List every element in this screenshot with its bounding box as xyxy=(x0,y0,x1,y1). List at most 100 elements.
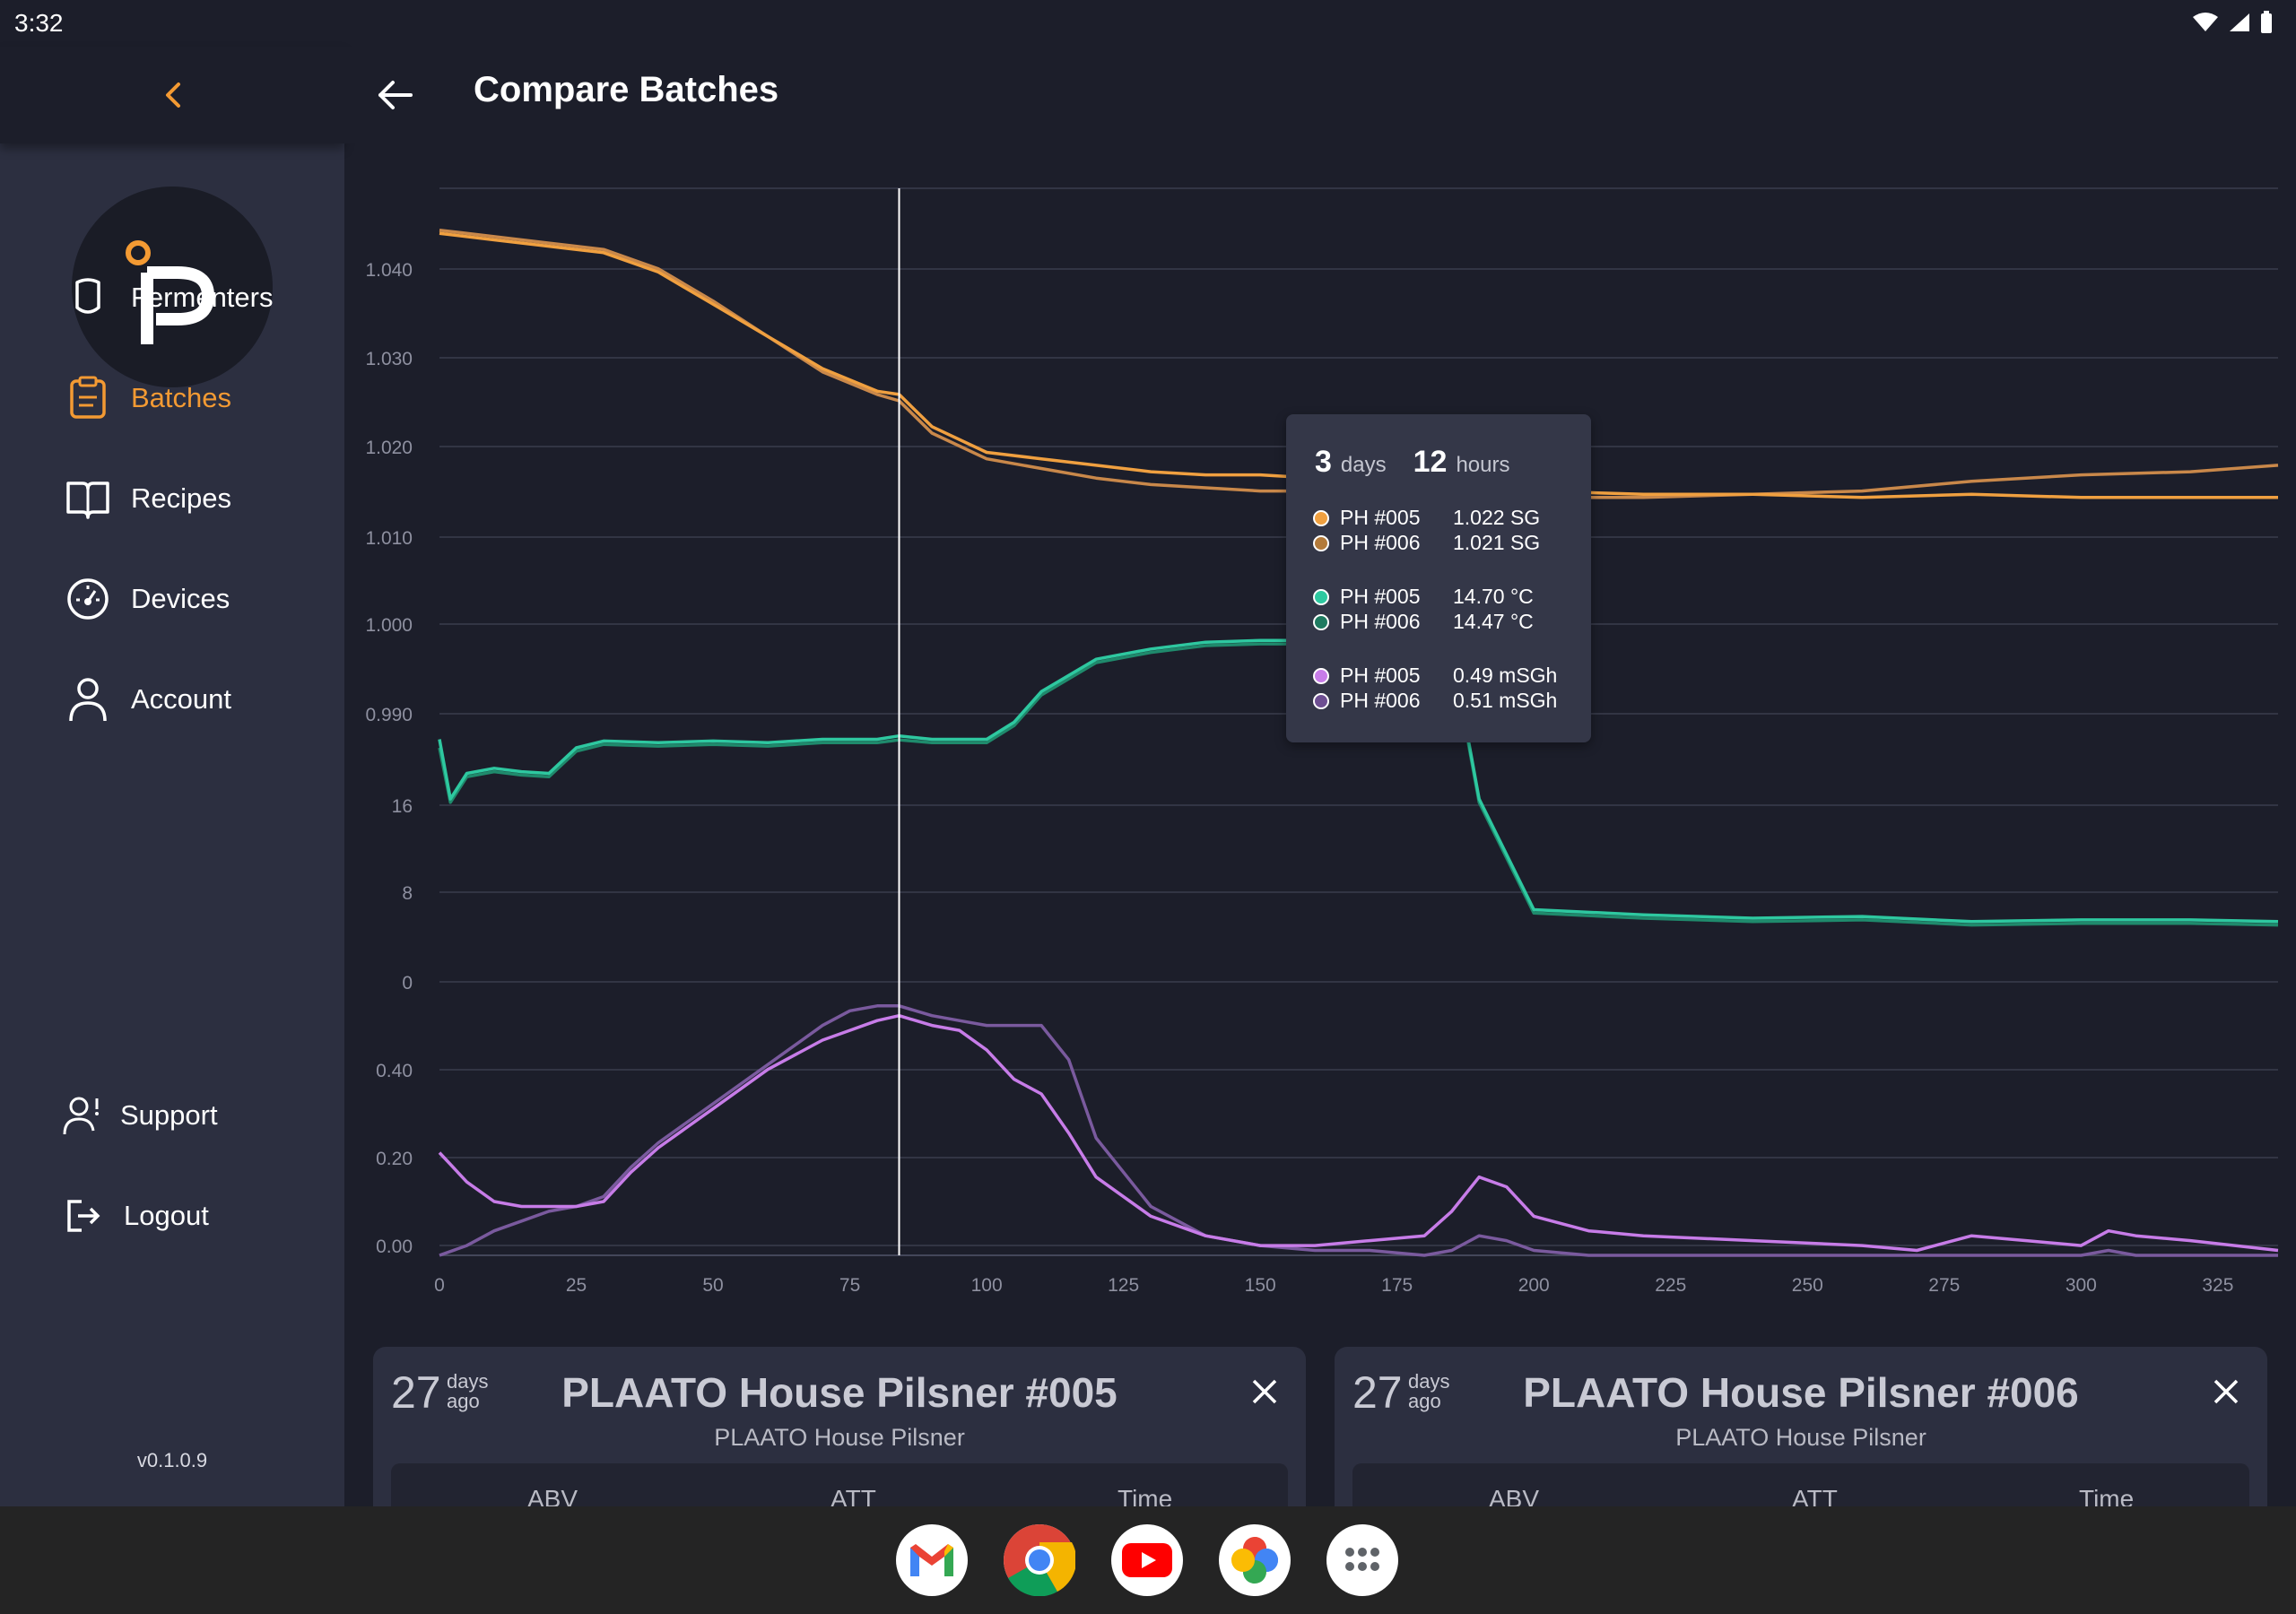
tooltip-series-name: PH #005 xyxy=(1340,506,1421,529)
collapse-sidebar-icon[interactable] xyxy=(154,74,192,117)
page-title: Compare Batches xyxy=(474,70,779,109)
gmail-icon[interactable] xyxy=(896,1524,968,1596)
x-tick-label: 0 xyxy=(434,1275,445,1296)
batch-card[interactable]: 27 days ago PLAATO House Pilsner #006 PLA… xyxy=(1335,1347,2267,1526)
clipboard-icon xyxy=(63,373,113,423)
plaato-logo-icon xyxy=(126,240,215,344)
x-tick-label: 125 xyxy=(1108,1275,1139,1296)
y-tick-label: 0.20 xyxy=(376,1149,413,1169)
legend-dot-icon xyxy=(1313,509,1329,526)
tooltip-row: PH #006 0.51 mSGh xyxy=(1313,689,1557,713)
batch-age-label: days ago xyxy=(447,1372,488,1411)
tooltip-row: PH #005 0.49 mSGh xyxy=(1313,664,1557,688)
close-icon[interactable] xyxy=(1247,1374,1283,1410)
y-tick-label: 0.40 xyxy=(376,1061,413,1081)
sidebar-item-label: Batches xyxy=(131,382,232,413)
tooltip-series-name: PH #006 xyxy=(1340,610,1421,633)
legend-dot-icon xyxy=(1313,667,1329,684)
series-line-bubbling xyxy=(438,1013,2279,1253)
sidebar-item-label: Recipes xyxy=(131,482,231,514)
y-tick-label: 0.00 xyxy=(376,1237,413,1257)
batch-title: PLAATO House Pilsner #005 xyxy=(561,1369,1118,1416)
tooltip-header: 3 days 12 hours xyxy=(1315,445,1528,480)
sidebar-item-label: Devices xyxy=(131,583,230,614)
days-label: days xyxy=(1408,1370,1450,1393)
y-tick-label: 8 xyxy=(402,883,413,904)
shield-icon xyxy=(63,273,113,323)
tooltip-row: PH #006 14.47 °C xyxy=(1313,610,1534,634)
tooltip-series-value: 14.47 °C xyxy=(1453,610,1534,633)
gauge-icon xyxy=(63,574,113,624)
tooltip-series-name: PH #005 xyxy=(1340,585,1421,608)
x-tick-label: 150 xyxy=(1245,1275,1276,1296)
support-icon xyxy=(63,1090,104,1141)
tooltip-series-value: 0.49 mSGh xyxy=(1453,664,1558,687)
status-time: 3:32 xyxy=(14,9,64,37)
tooltip-hours-label: hours xyxy=(1456,453,1510,477)
top-bar: Compare Batches xyxy=(344,47,2296,143)
tooltip-series-value: 14.70 °C xyxy=(1453,585,1534,608)
y-tick-label: 16 xyxy=(392,796,413,817)
x-tick-label: 75 xyxy=(839,1275,860,1296)
sidebar: Fermenters Batches Recipes Devices Accou… xyxy=(0,47,344,1506)
sidebar-item-logout[interactable]: Logout xyxy=(63,1187,209,1245)
tooltip-series-name: PH #006 xyxy=(1340,531,1421,554)
youtube-icon[interactable] xyxy=(1111,1524,1183,1596)
series-line-temperature xyxy=(438,637,2279,924)
close-icon[interactable] xyxy=(2208,1374,2244,1410)
series-line-bubbling xyxy=(439,1004,2278,1257)
tooltip-series-value: 1.022 SG xyxy=(1453,506,1541,529)
sidebar-item-recipes[interactable]: Recipes xyxy=(63,470,231,527)
y-tick-label: 1.030 xyxy=(365,349,413,369)
batch-age-days: 27 xyxy=(1352,1367,1403,1418)
wifi-icon xyxy=(2193,13,2218,31)
person-icon xyxy=(63,674,113,725)
taskbar xyxy=(0,1506,2296,1614)
legend-dot-icon xyxy=(1313,534,1329,551)
x-tick-label: 50 xyxy=(702,1275,723,1296)
tooltip-row: PH #005 14.70 °C xyxy=(1313,585,1534,609)
legend-dot-icon xyxy=(1313,692,1329,709)
y-tick-label: 1.040 xyxy=(365,260,413,281)
back-arrow-icon[interactable] xyxy=(371,72,418,118)
app-version: v0.1.0.9 xyxy=(136,1449,208,1471)
tooltip-row: PH #005 1.022 SG xyxy=(1313,506,1540,530)
sidebar-item-support[interactable]: Support xyxy=(63,1087,218,1144)
tooltip-row: PH #006 1.021 SG xyxy=(1313,531,1540,555)
batch-age-days: 27 xyxy=(391,1367,441,1418)
tooltip-days-label: days xyxy=(1340,453,1387,477)
legend-dot-icon xyxy=(1313,613,1329,630)
app-launcher-icon[interactable] xyxy=(1326,1524,1398,1596)
ago-label: ago xyxy=(447,1390,480,1412)
batch-age-label: days ago xyxy=(1408,1372,1449,1411)
batch-card[interactable]: 27 days ago PLAATO House Pilsner #005 PLA… xyxy=(373,1347,1306,1526)
book-icon xyxy=(63,473,113,524)
x-tick-label: 225 xyxy=(1655,1275,1686,1296)
chrome-icon[interactable] xyxy=(1004,1524,1075,1596)
tooltip-series-name: PH #006 xyxy=(1340,689,1421,712)
series-line-gravity xyxy=(439,231,2278,499)
x-tick-label: 200 xyxy=(1518,1275,1550,1296)
y-tick-label: 1.000 xyxy=(365,615,413,636)
battery-icon xyxy=(2261,11,2272,33)
sidebar-item-batches[interactable]: Batches xyxy=(63,369,231,427)
days-label: days xyxy=(447,1370,489,1393)
legend-dot-icon xyxy=(1313,588,1329,605)
tooltip-days: 3 xyxy=(1315,445,1332,479)
sidebar-item-label: Account xyxy=(131,683,232,715)
batch-subtitle: PLAATO House Pilsner xyxy=(714,1424,965,1451)
sidebar-item-devices[interactable]: Devices xyxy=(63,570,230,628)
x-tick-label: 100 xyxy=(971,1275,1003,1296)
series-line-temperature xyxy=(438,640,2279,927)
sidebar-item-label: Logout xyxy=(124,1200,209,1231)
x-tick-label: 250 xyxy=(1792,1275,1823,1296)
chart-svg[interactable]: 1.040 1.030 1.020 1.010 1.000 0.990 16 8 0 0.40 0.… xyxy=(344,143,2296,1327)
comparison-chart[interactable]: 1.040 1.030 1.020 1.010 1.000 0.990 16 8 0 0.40 0.… xyxy=(344,143,2296,1327)
signal-icon xyxy=(2230,13,2249,31)
photos-icon[interactable] xyxy=(1219,1524,1291,1596)
sidebar-item-account[interactable]: Account xyxy=(63,671,231,728)
y-tick-label: 1.010 xyxy=(365,528,413,549)
sidebar-item-fermenters[interactable]: Fermenters xyxy=(63,269,273,326)
app-logo xyxy=(72,187,273,387)
sidebar-header xyxy=(0,47,344,143)
